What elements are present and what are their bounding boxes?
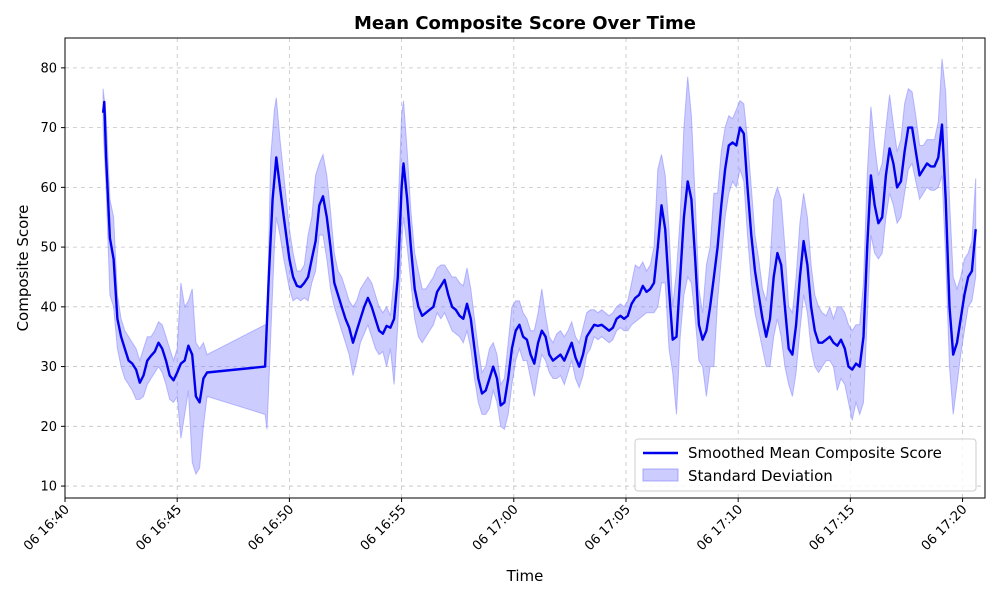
- std-band-layer: [102, 58, 977, 476]
- y-tick-label: 30: [40, 360, 57, 375]
- legend-label-std: Standard Deviation: [688, 467, 833, 485]
- y-axis-ticks: 10 20 30 40 50 60 70 80: [40, 61, 65, 495]
- legend-box: [634, 438, 977, 492]
- plot-frame: [64, 37, 986, 499]
- chart-title: Mean Composite Score Over Time: [354, 13, 696, 34]
- grid: [64, 38, 985, 498]
- legend: Smoothed Mean Composite Score Standard D…: [634, 438, 977, 492]
- x-axis-label: Time: [506, 567, 544, 585]
- y-tick-label: 50: [40, 241, 57, 256]
- y-axis-label: Composite Score: [14, 205, 32, 332]
- std-band: [102, 58, 977, 476]
- legend-band-swatch: [642, 468, 679, 482]
- mean-line: [101, 100, 977, 407]
- y-tick-label: 80: [40, 61, 57, 76]
- y-tick-label: 40: [40, 300, 57, 315]
- y-tick-label: 20: [40, 420, 57, 435]
- mean-line-layer: [101, 100, 977, 407]
- y-tick-label: 10: [40, 480, 57, 495]
- legend-label-mean: Smoothed Mean Composite Score: [688, 444, 942, 462]
- y-tick-label: 60: [40, 181, 57, 196]
- y-tick-label: 70: [40, 121, 57, 136]
